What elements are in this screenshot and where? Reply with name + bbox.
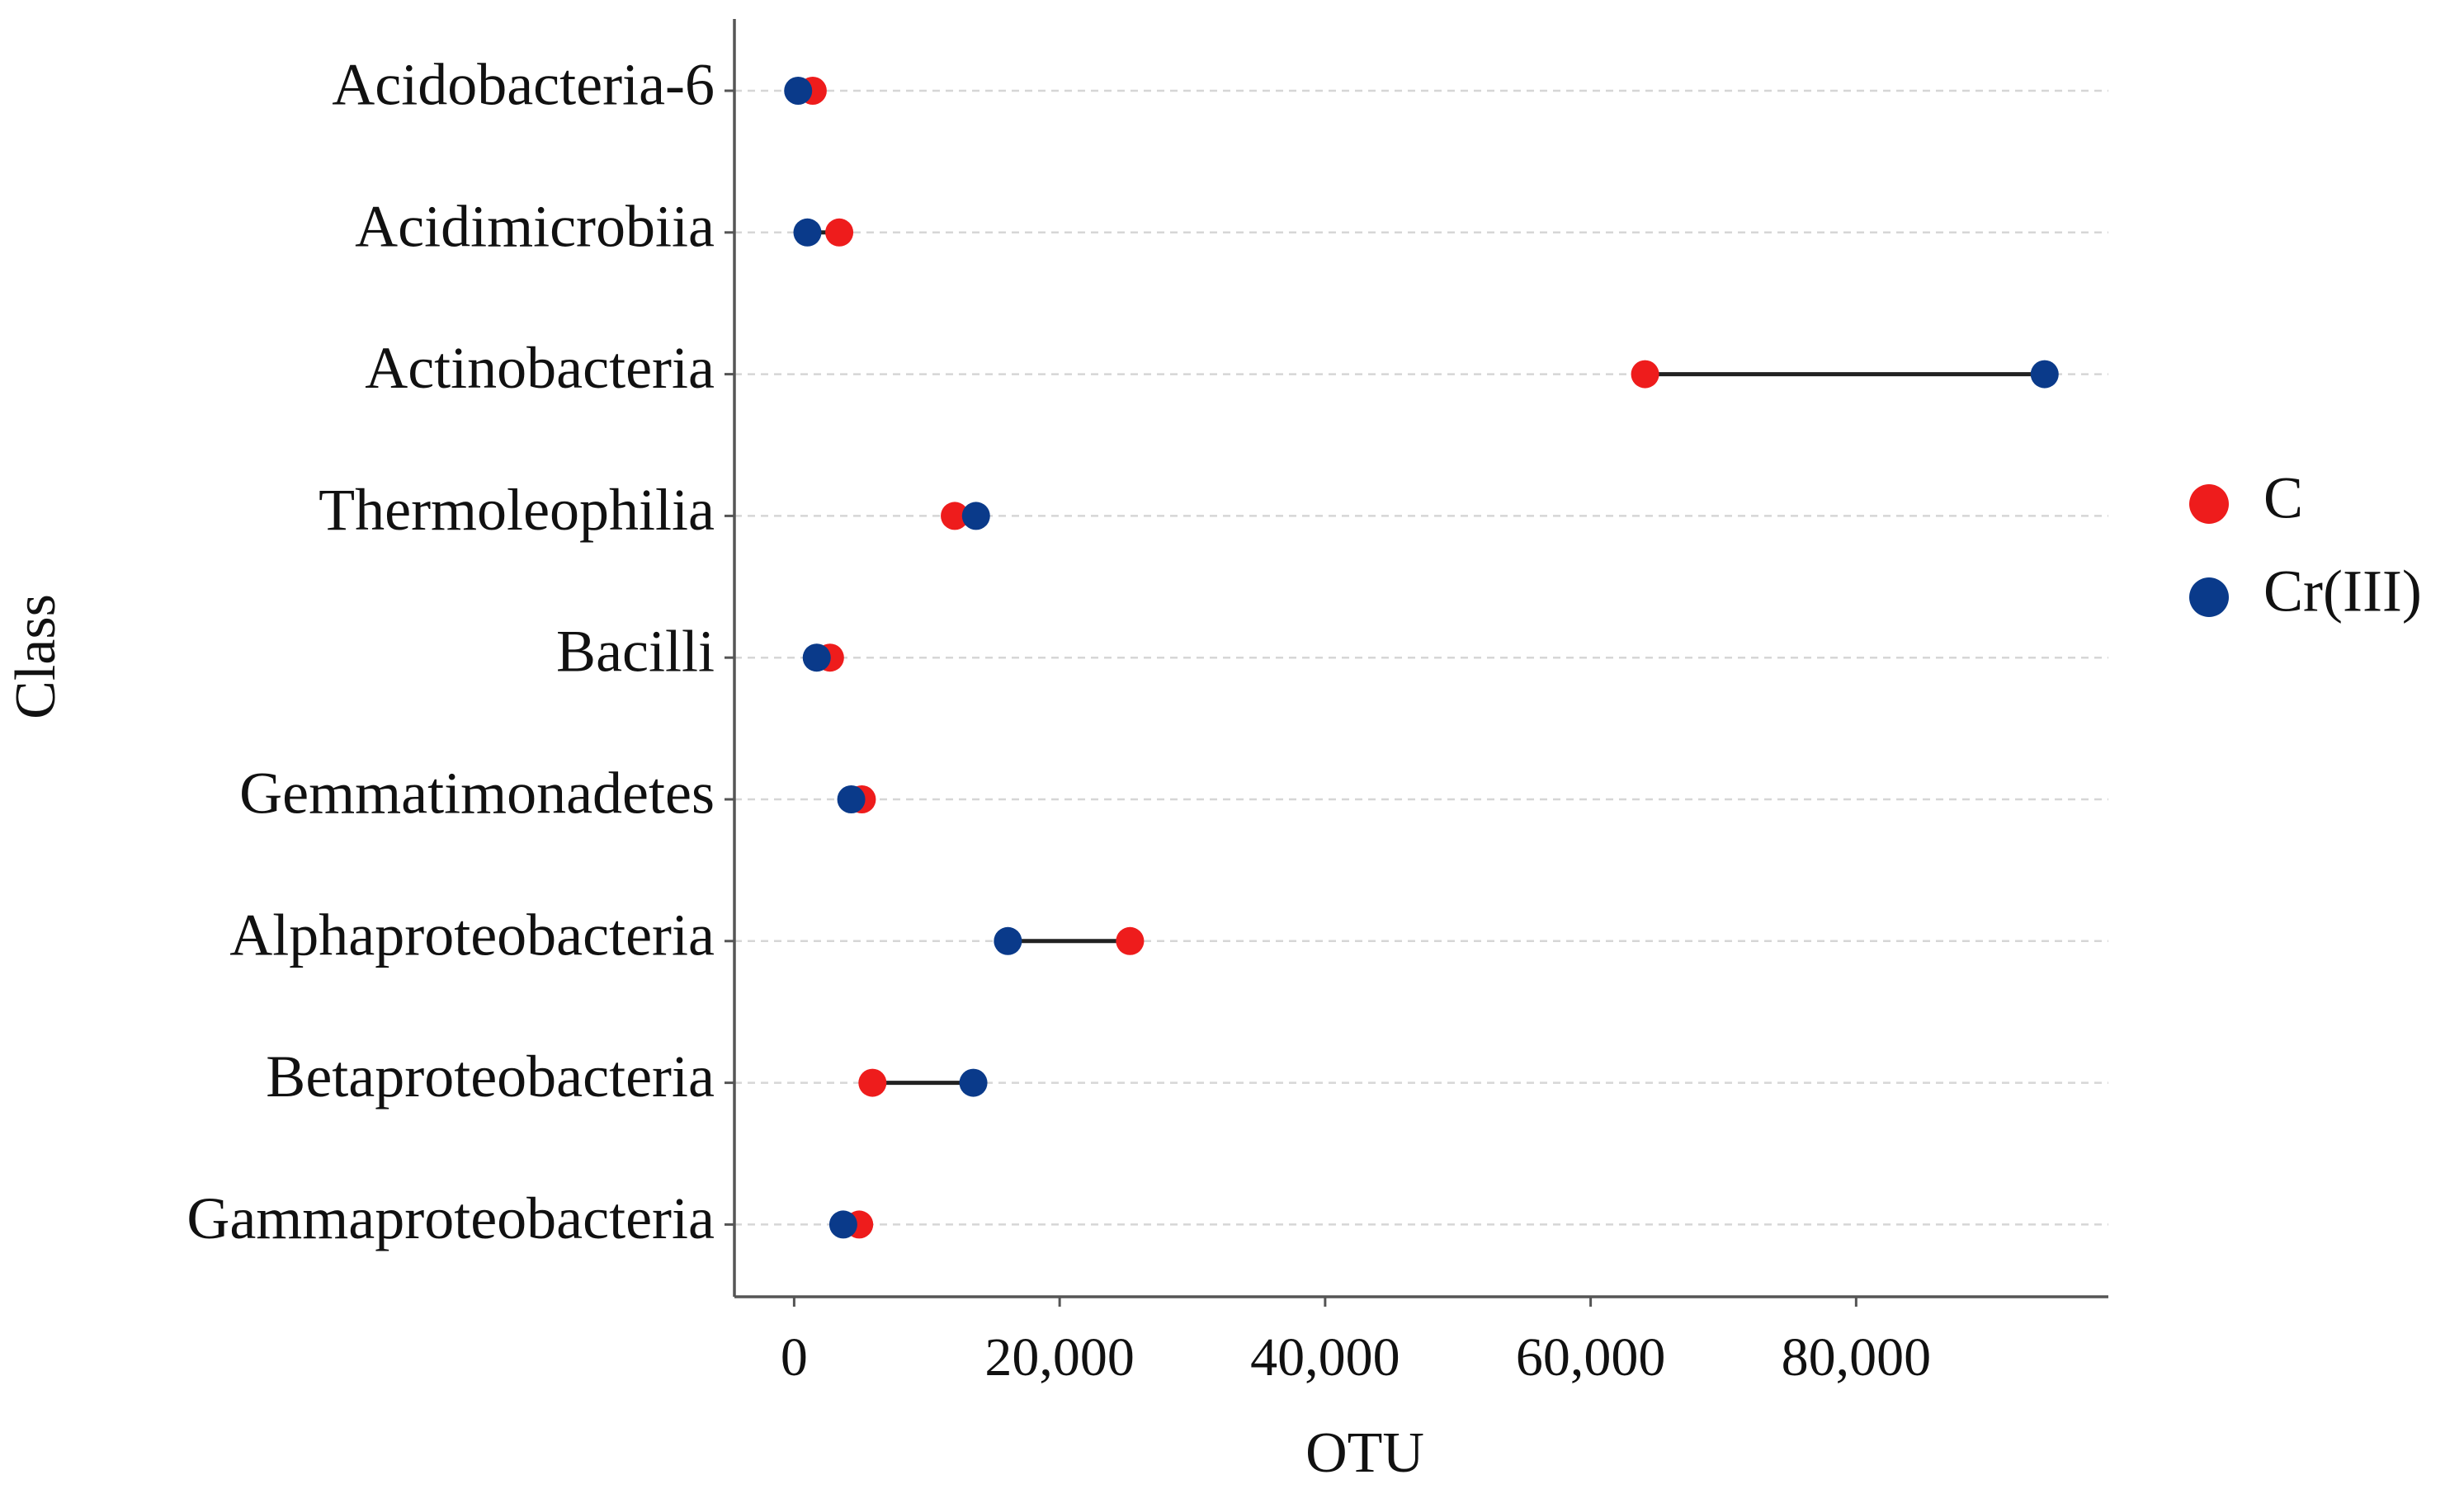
legend-label: C: [2263, 465, 2303, 531]
y-tick-label: Actinobacteria: [365, 335, 715, 401]
x-tick-label: 60,000: [1516, 1327, 1666, 1388]
point: [1631, 360, 1659, 389]
y-tick-label: Alphaproteobacteria: [229, 902, 715, 968]
y-tick-label: Betaproteobacteria: [266, 1044, 715, 1110]
y-tick-label: Gammaproteobacteria: [186, 1185, 715, 1251]
x-tick-label: 0: [781, 1327, 808, 1388]
x-tick-label: 40,000: [1250, 1327, 1400, 1388]
point: [793, 218, 822, 247]
y-tick-label: Acidimicrobiia: [355, 193, 715, 259]
legend-label: Cr(III): [2263, 558, 2422, 624]
y-axis-title: Class: [4, 594, 68, 719]
point: [2030, 360, 2059, 389]
y-tick-label: Acidobacteria-6: [332, 52, 715, 118]
point: [825, 218, 854, 247]
x-tick-label: 20,000: [984, 1327, 1135, 1388]
point: [961, 502, 990, 530]
point: [802, 643, 831, 672]
y-tick-label: Bacilli: [556, 619, 715, 685]
legend-marker: [2189, 577, 2229, 617]
point: [784, 77, 813, 105]
x-axis-title: OTU: [1305, 1421, 1424, 1485]
point: [959, 1068, 988, 1097]
point: [1116, 926, 1145, 955]
y-tick-label: Gemmatimonadetes: [239, 761, 715, 827]
y-tick-label: Thermoleophilia: [319, 477, 715, 543]
x-tick-label: 80,000: [1782, 1327, 1932, 1388]
point: [994, 926, 1022, 955]
point: [837, 785, 866, 813]
point: [941, 502, 970, 530]
legend-marker: [2189, 484, 2229, 524]
point: [858, 1068, 887, 1097]
point: [828, 1210, 857, 1239]
